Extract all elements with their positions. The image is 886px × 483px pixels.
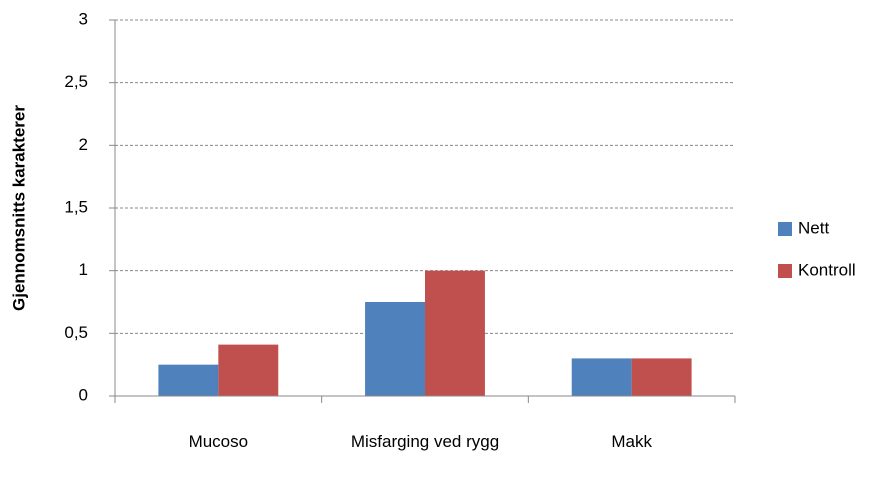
x-tick-label: Makk <box>611 432 652 451</box>
y-tick-label: 1,5 <box>64 197 88 216</box>
bar <box>218 344 279 396</box>
y-tick-label: 0 <box>79 385 88 404</box>
y-tick-label: 3 <box>79 9 88 28</box>
y-axis-label: Gjennomsnitts karakterer <box>9 105 28 311</box>
x-tick-label: Mucoso <box>188 432 249 451</box>
y-tick-label: 1 <box>79 260 88 279</box>
y-tick-label: 2,5 <box>64 72 88 91</box>
bar <box>158 364 219 396</box>
legend-swatch <box>778 264 792 278</box>
y-tick-label: 0,5 <box>64 323 88 342</box>
bar <box>425 270 485 396</box>
x-tick-label: Misfarging ved rygg <box>350 432 500 451</box>
legend-label: Kontroll <box>798 260 856 279</box>
legend-swatch <box>778 222 792 236</box>
bar <box>365 302 425 396</box>
bar <box>571 358 632 396</box>
legend-label: Nett <box>798 218 829 237</box>
bar <box>631 358 692 396</box>
y-tick-label: 2 <box>79 135 88 154</box>
